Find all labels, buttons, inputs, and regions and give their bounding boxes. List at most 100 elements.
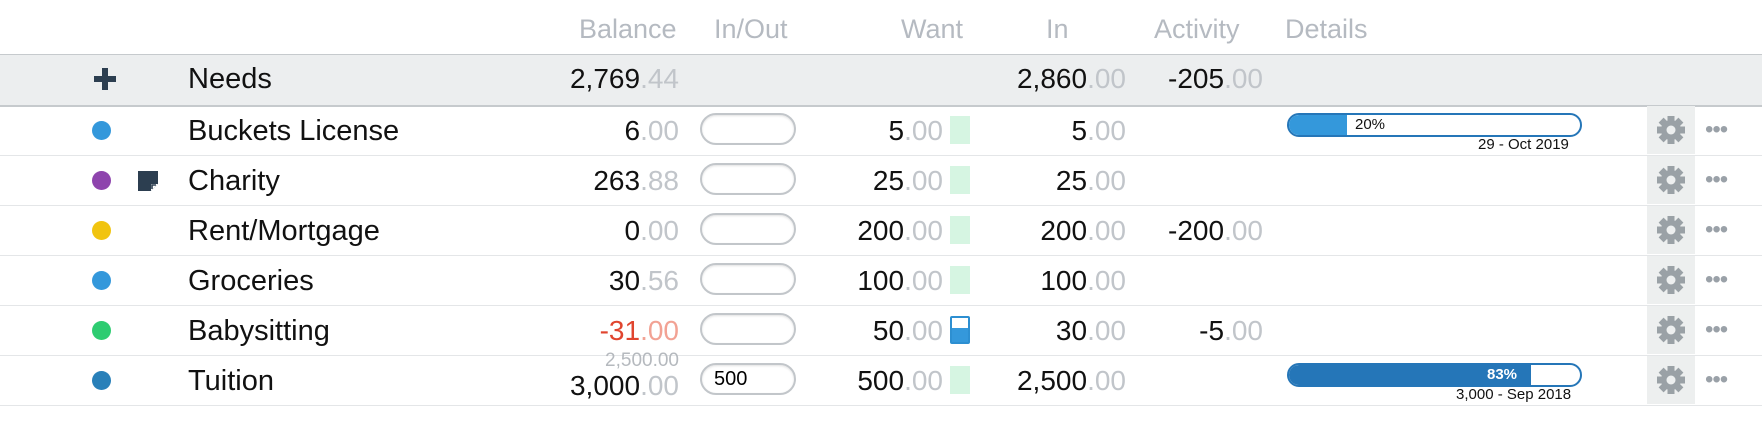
want-indicator[interactable]: [950, 266, 970, 294]
bucket-settings-button[interactable]: [1647, 356, 1695, 404]
bucket-name[interactable]: Rent/Mortgage: [188, 215, 380, 247]
bucket-in: 30.00: [1056, 315, 1126, 347]
note-icon[interactable]: [136, 169, 160, 193]
balance-main: 0: [624, 215, 641, 246]
bucket-color-dot[interactable]: [92, 371, 111, 390]
bucket-name[interactable]: Charity: [188, 165, 280, 197]
bucket-row: Babysitting -31.00 50.00 30.00 -5.00 •••: [0, 306, 1762, 356]
inout-input[interactable]: [700, 363, 796, 395]
in-cents: .00: [1087, 365, 1126, 396]
goal-progress-bar: 20%: [1287, 113, 1582, 137]
plus-icon[interactable]: [94, 68, 116, 90]
bucket-balance: 0.00: [624, 215, 679, 247]
balance-cents: .00: [640, 115, 679, 146]
want-main: 25: [872, 165, 905, 196]
inout-input[interactable]: [700, 263, 796, 295]
inout-input[interactable]: [700, 313, 796, 345]
more-icon[interactable]: •••: [1705, 366, 1728, 393]
goal-percent: 20%: [1355, 116, 1386, 133]
want-indicator[interactable]: [950, 316, 970, 344]
more-icon[interactable]: •••: [1705, 166, 1728, 193]
bucket-name[interactable]: Tuition: [188, 365, 274, 397]
balance-main: 6: [624, 115, 641, 146]
column-header-details: Details: [1285, 14, 1368, 44]
gear-icon: [1657, 316, 1685, 344]
balance-main: 30: [608, 265, 641, 296]
more-icon[interactable]: •••: [1705, 316, 1728, 343]
group-balance-main: 2,769: [569, 63, 641, 94]
bucket-activity: -5.00: [1199, 315, 1263, 347]
want-main: 5: [888, 115, 905, 146]
bucket-row: Charity 263.88 25.00 25.00 •••: [0, 156, 1762, 206]
bucket-color-dot[interactable]: [92, 271, 111, 290]
bucket-want: 200.00: [857, 215, 943, 247]
more-icon[interactable]: •••: [1705, 266, 1728, 293]
bucket-color-dot[interactable]: [92, 171, 111, 190]
group-activity: -205.00: [1168, 63, 1263, 95]
more-icon[interactable]: •••: [1705, 216, 1728, 243]
want-indicator-fill: [952, 327, 968, 342]
bucket-want: 100.00: [857, 265, 943, 297]
balance-cents: .00: [640, 370, 679, 401]
bucket-in: 2,500.00: [1017, 365, 1126, 397]
bucket-balance: 263.88: [593, 165, 679, 197]
more-icon[interactable]: •••: [1705, 116, 1728, 143]
in-cents: .00: [1087, 115, 1126, 146]
balance-cents: .00: [640, 215, 679, 246]
bucket-color-dot[interactable]: [92, 221, 111, 240]
group-name[interactable]: Needs: [188, 63, 272, 95]
gear-icon: [1657, 266, 1685, 294]
in-main: 5: [1071, 115, 1088, 146]
want-main: 50: [872, 315, 905, 346]
in-cents: .00: [1087, 265, 1126, 296]
bucket-row: Rent/Mortgage 0.00 200.00 200.00 -200.00…: [0, 206, 1762, 256]
balance-main: 3,000: [569, 370, 641, 401]
bucket-settings-button[interactable]: [1647, 256, 1695, 304]
bucket-row: Groceries 30.56 100.00 100.00 •••: [0, 256, 1762, 306]
bucket-in: 200.00: [1040, 215, 1126, 247]
want-indicator[interactable]: [950, 216, 970, 244]
group-balance-cents: .44: [640, 63, 679, 94]
want-main: 500: [857, 365, 905, 396]
bucket-name[interactable]: Groceries: [188, 265, 314, 297]
bucket-color-dot[interactable]: [92, 121, 111, 140]
in-main: 200: [1040, 215, 1088, 246]
group-balance: 2,769.44: [570, 63, 679, 95]
inout-input[interactable]: [700, 213, 796, 245]
want-indicator[interactable]: [950, 166, 970, 194]
want-indicator[interactable]: [950, 366, 970, 394]
goal-date: 29 - Oct 2019: [1478, 136, 1569, 153]
gear-icon: [1657, 166, 1685, 194]
inout-input[interactable]: [700, 163, 796, 195]
inout-input[interactable]: [700, 113, 796, 145]
column-header-activity: Activity: [1154, 14, 1240, 44]
column-header-balance: Balance: [579, 14, 677, 44]
bucket-row: Tuition 2,500.00 3,000.00 500.00 2,500.0…: [0, 350, 1762, 406]
column-header-want: Want: [901, 14, 964, 44]
bucket-settings-button[interactable]: [1647, 156, 1695, 204]
bucket-balance: 6.00: [624, 115, 679, 147]
bucket-name[interactable]: Buckets License: [188, 115, 400, 147]
in-main: 30: [1055, 315, 1088, 346]
bucket-in: 25.00: [1056, 165, 1126, 197]
gear-icon: [1657, 216, 1685, 244]
want-indicator[interactable]: [950, 116, 970, 144]
group-in-main: 2,860: [1016, 63, 1088, 94]
want-cents: .00: [904, 365, 943, 396]
bucket-settings-button[interactable]: [1647, 306, 1695, 354]
bucket-name[interactable]: Babysitting: [188, 315, 330, 347]
bucket-balance: 30.56: [609, 265, 679, 297]
goal-progress-fill: [1289, 115, 1348, 135]
in-cents: .00: [1087, 215, 1126, 246]
bucket-settings-button[interactable]: [1647, 206, 1695, 254]
group-activity-cents: .00: [1224, 63, 1263, 94]
goal-percent: 83%: [1487, 366, 1518, 383]
bucket-settings-button[interactable]: [1647, 106, 1695, 154]
in-main: 2,500: [1016, 365, 1088, 396]
bucket-color-dot[interactable]: [92, 321, 111, 340]
bucket-want: 500.00: [857, 365, 943, 397]
bucket-in: 100.00: [1040, 265, 1126, 297]
activity-cents: .00: [1224, 215, 1263, 246]
gear-icon: [1657, 116, 1685, 144]
balance-cents: .56: [640, 265, 679, 296]
